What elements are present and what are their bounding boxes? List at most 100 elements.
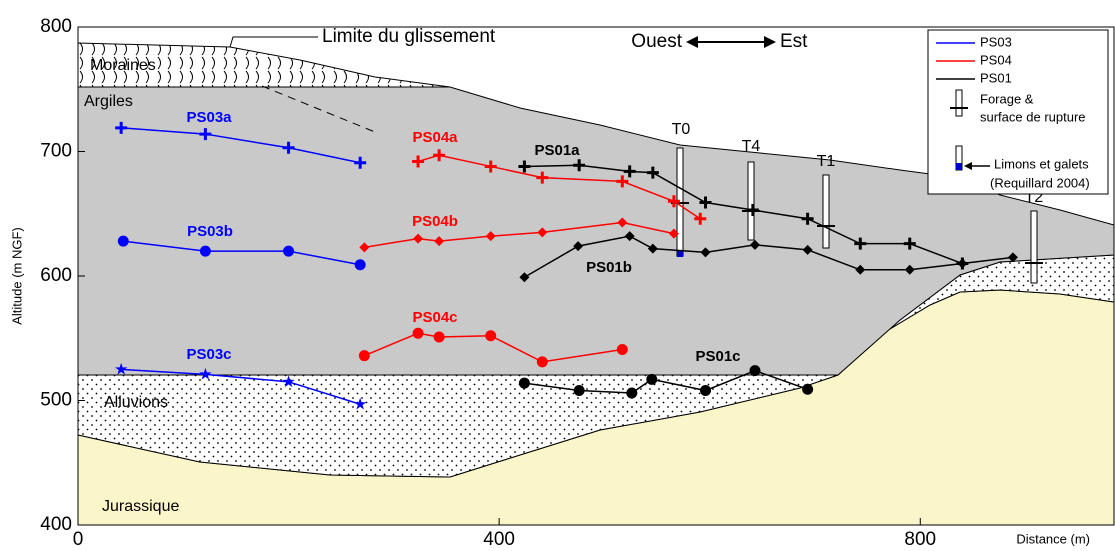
series-label: PS03b: [187, 223, 233, 240]
point: [624, 231, 635, 242]
legend: Forage & surface de rupture Limons et ga…: [927, 29, 1109, 195]
point: [903, 237, 916, 250]
silt-marker: [677, 250, 683, 257]
layer-label: Moraines: [90, 57, 156, 74]
borehole-label: T0: [672, 121, 691, 138]
layer-label: Alluvions: [104, 394, 168, 411]
point: [802, 244, 813, 255]
point: [904, 264, 915, 275]
point: [518, 377, 530, 389]
layer-label: Argiles: [84, 93, 133, 110]
borehole: [822, 174, 830, 249]
point: [412, 155, 425, 168]
legend-label: PS01: [980, 70, 1012, 85]
point: [573, 385, 585, 397]
borehole-label: T4: [742, 138, 761, 155]
point: [433, 331, 445, 343]
point: [518, 160, 531, 173]
series-line: [121, 368, 361, 405]
legend-text: Forage &: [980, 91, 1034, 106]
slide-limit-dashed: [261, 85, 376, 133]
legend-text: Limons et galets: [994, 156, 1089, 171]
series-label: PS01c: [695, 348, 740, 365]
point: [1007, 252, 1018, 263]
point: [115, 121, 128, 134]
legend-arrow-head: [964, 162, 972, 170]
legend-label: PS03: [980, 34, 1012, 49]
legend-text: surface de rupture: [980, 109, 1086, 124]
point: [536, 171, 549, 184]
point: [623, 165, 636, 178]
series-label: PS04b: [412, 213, 458, 230]
annotation: Limite du glissement: [322, 26, 496, 47]
point: [801, 212, 814, 225]
x-axis-label: Distance (m): [1016, 531, 1090, 546]
point: [668, 228, 679, 239]
borehole-label: T1: [817, 153, 836, 170]
point: [699, 196, 712, 209]
point: [413, 233, 424, 244]
y-axis-label: Altitude (m NGF): [9, 227, 24, 325]
borehole: [747, 161, 755, 241]
point: [694, 212, 707, 225]
point: [485, 231, 496, 242]
y-tick-label: 400: [40, 514, 72, 535]
point: [667, 195, 680, 208]
point: [412, 327, 424, 339]
point: [358, 350, 370, 362]
borehole: [1030, 210, 1038, 284]
point: [626, 387, 638, 399]
point: [699, 385, 711, 397]
point: [647, 243, 658, 254]
series-label: PS04a: [412, 129, 458, 146]
point: [616, 175, 629, 188]
point: [646, 373, 658, 385]
legend-label: PS04: [980, 52, 1012, 67]
point: [537, 227, 548, 238]
point: [855, 264, 866, 275]
x-tick-label: 400: [483, 529, 515, 550]
point: [957, 258, 968, 269]
series-line: [364, 332, 623, 363]
series-label: PS01b: [586, 259, 632, 276]
point: [700, 247, 711, 258]
y-tick-label: 800: [40, 16, 72, 37]
point: [359, 242, 370, 253]
series-label: PS04c: [412, 309, 457, 326]
point: [433, 149, 446, 162]
series-label: PS03a: [186, 109, 232, 126]
legend-text: (Requillard 2004): [990, 175, 1090, 190]
clay-layer: [77, 86, 1115, 376]
annotation: Est: [780, 31, 808, 52]
legend-silt-icon: [956, 163, 962, 170]
geology: [77, 36, 1115, 526]
arrow-head-left: [686, 36, 698, 48]
point: [802, 383, 814, 395]
point: [485, 330, 497, 342]
series-label: PS01a: [534, 142, 580, 159]
point: [199, 128, 212, 141]
point: [117, 235, 129, 247]
y-tick-label: 600: [40, 265, 72, 286]
point: [616, 343, 628, 355]
point: [749, 365, 761, 377]
layer-label: Jurassique: [102, 498, 179, 515]
point: [434, 236, 445, 247]
point: [617, 217, 628, 228]
point: [283, 245, 295, 257]
point: [199, 245, 211, 257]
series-line: [123, 240, 361, 266]
point: [646, 166, 659, 179]
point: [484, 160, 497, 173]
point: [282, 141, 295, 154]
point: [114, 362, 128, 375]
legend-borehole-icon: [955, 89, 963, 117]
series-line: [524, 164, 963, 265]
slide-limit-leader: [229, 36, 318, 48]
series-line: [121, 127, 361, 164]
point: [573, 159, 586, 172]
x-tick-label: 800: [904, 529, 936, 550]
point: [536, 356, 548, 368]
y-tick-label: 700: [40, 141, 72, 162]
